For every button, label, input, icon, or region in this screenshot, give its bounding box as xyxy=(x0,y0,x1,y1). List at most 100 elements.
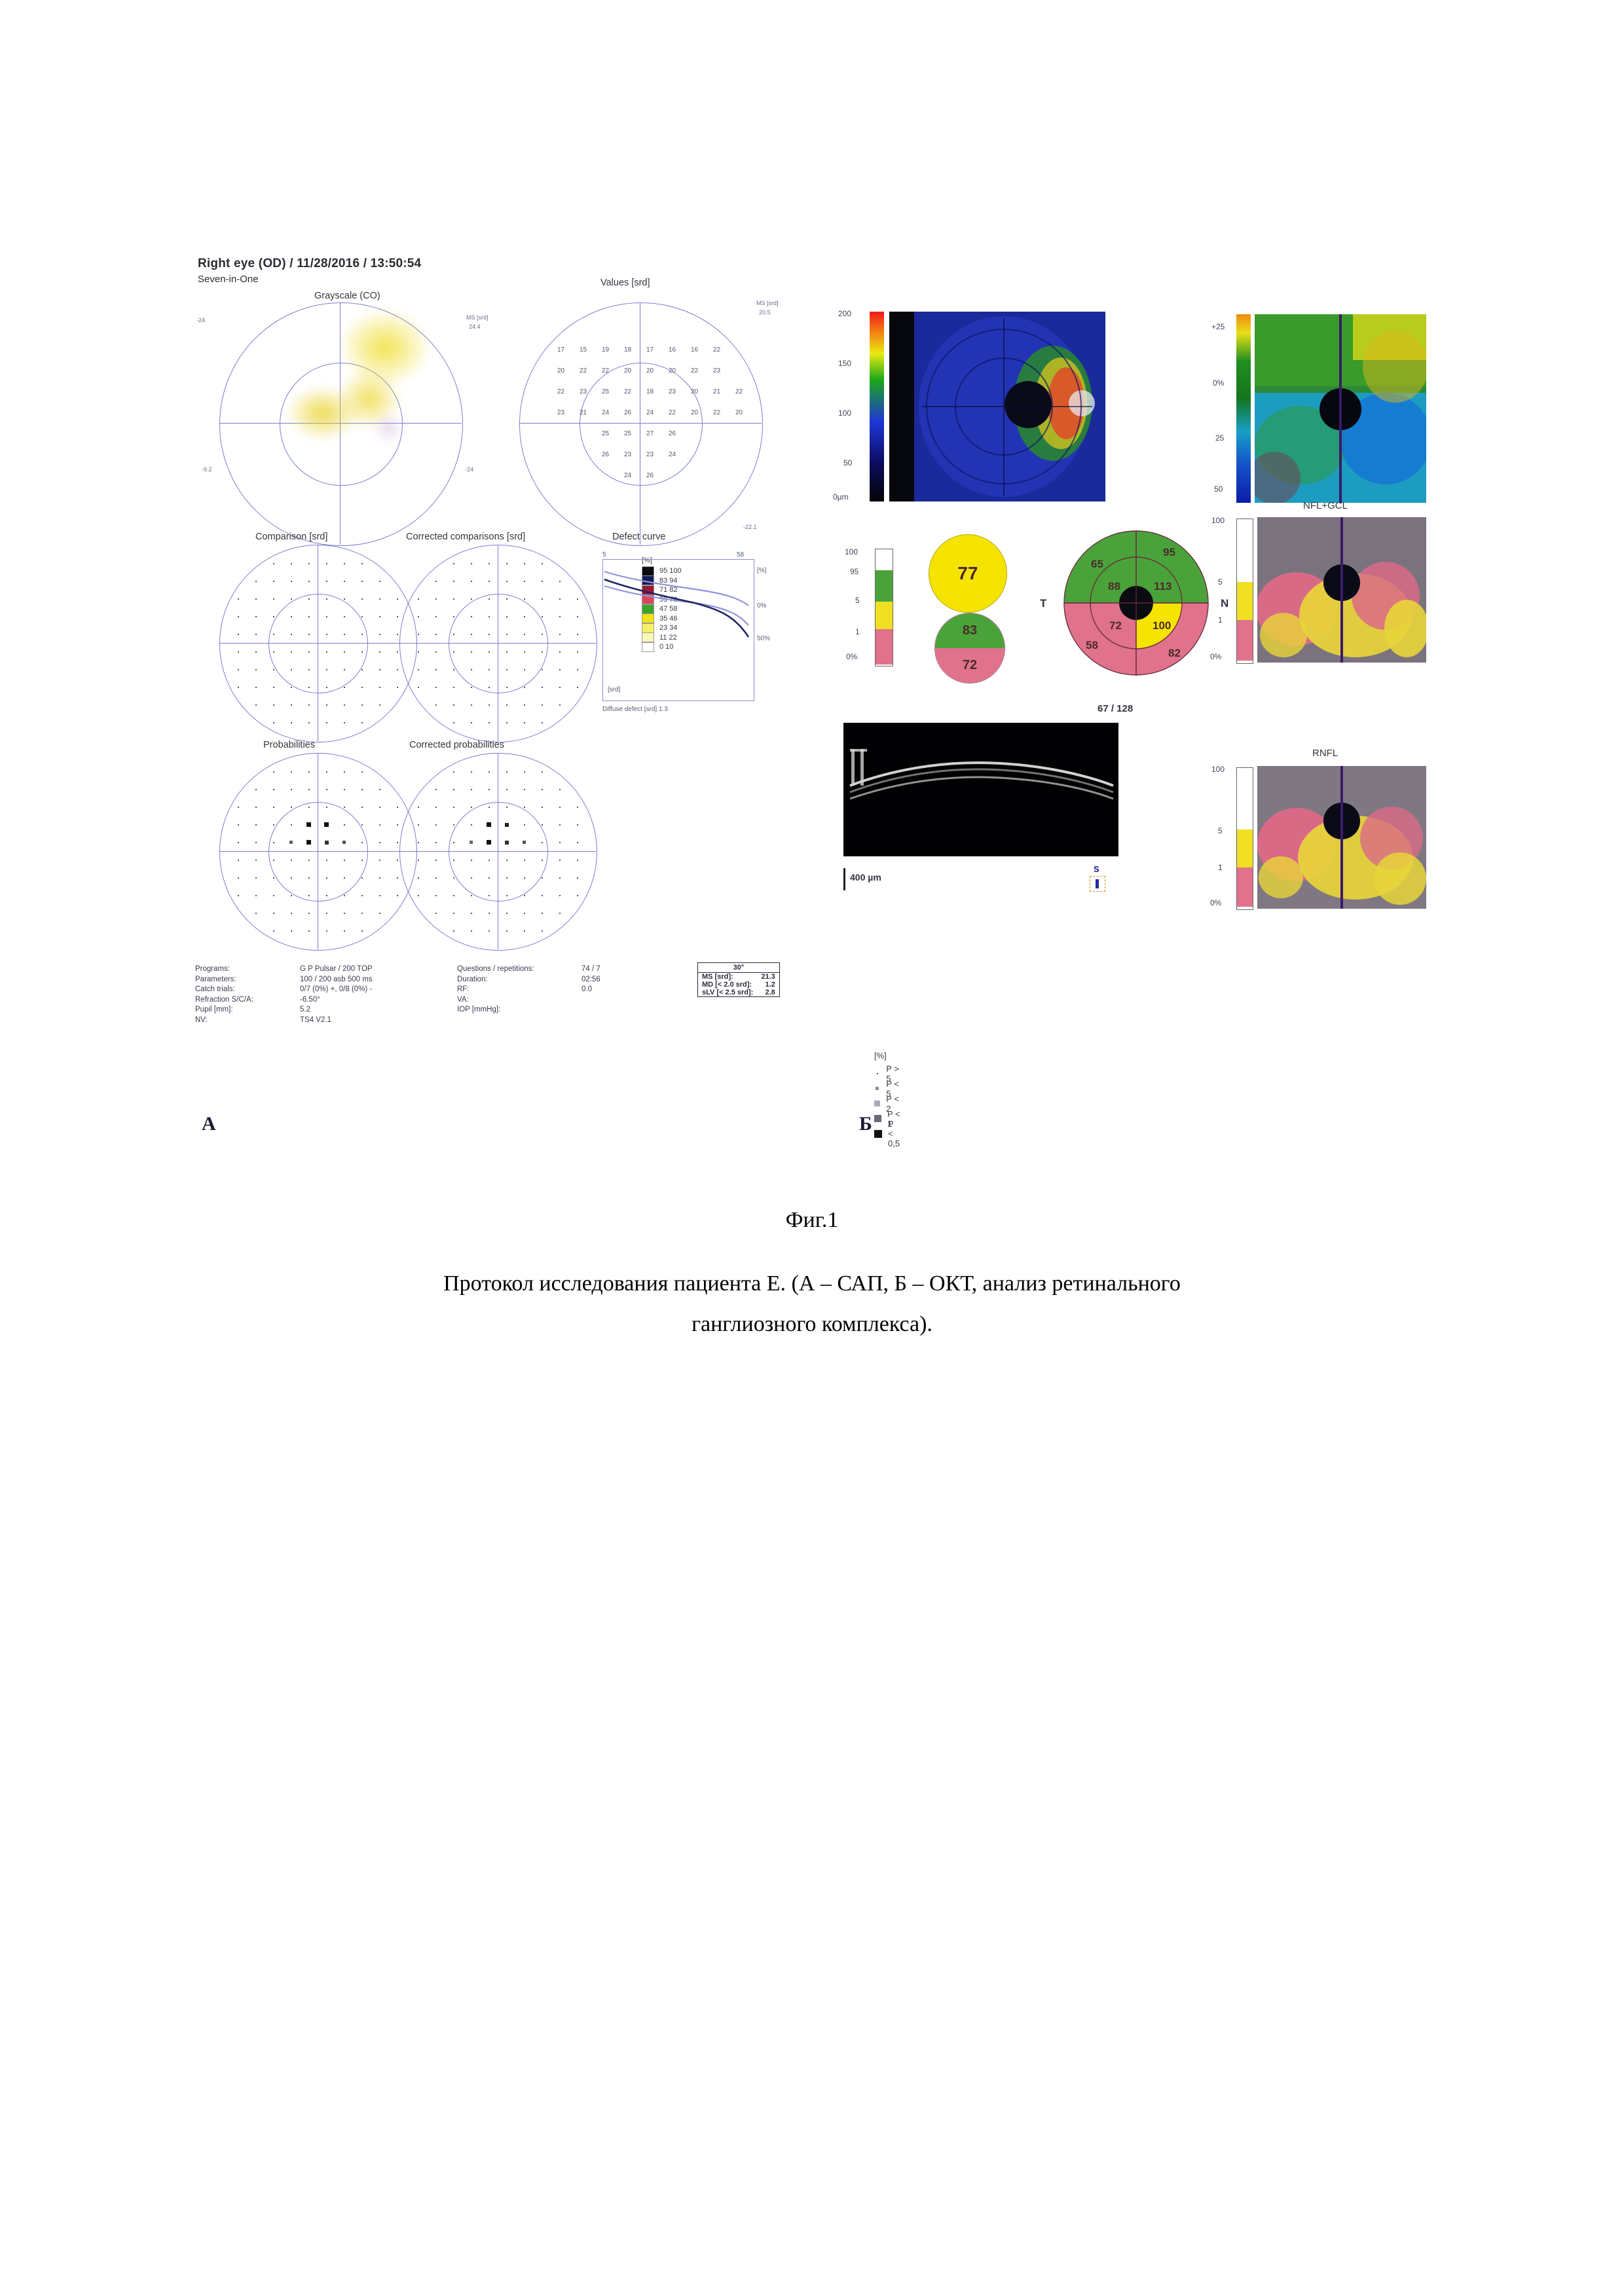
plot-point xyxy=(453,581,454,582)
plot-point xyxy=(506,704,507,706)
rnfl-label: RNFL xyxy=(1312,748,1338,759)
plot-point xyxy=(326,807,327,808)
plot-point xyxy=(397,616,398,617)
value-cell: 18 xyxy=(624,346,631,354)
plot-point xyxy=(397,634,398,635)
param-value: 100 / 200 asb 500 ms xyxy=(300,975,457,985)
plot-point xyxy=(453,722,454,723)
plot-point xyxy=(255,877,257,879)
plot-point xyxy=(308,771,310,773)
plot-point xyxy=(361,771,363,773)
values-ms-label: MS [srd] xyxy=(756,300,779,306)
gcc-overall-value: 77 xyxy=(929,535,1006,612)
param-value: TS4 V2.1 xyxy=(300,1015,457,1026)
percentile-tick-5: 5 xyxy=(855,596,860,605)
plot-point xyxy=(542,616,543,617)
thickness-tick-200: 200 xyxy=(838,309,851,318)
plot-point xyxy=(506,669,507,670)
plot-point xyxy=(506,722,507,723)
gcc-quadrant-n-label: N xyxy=(1221,597,1228,610)
plot-point xyxy=(379,616,380,617)
plot-point xyxy=(291,722,292,723)
plot-point xyxy=(379,651,380,653)
plot-point xyxy=(255,913,257,914)
rnfl-tick-1: 1 xyxy=(1218,863,1223,872)
plot-point xyxy=(291,669,292,670)
plot-point xyxy=(308,789,310,790)
plot-point xyxy=(273,895,274,896)
plot-point xyxy=(489,581,490,582)
plot-point xyxy=(453,771,454,773)
param-value: 0.0 xyxy=(581,985,607,995)
gcc-sector-value-outer-superior-nasal: 95 xyxy=(1163,546,1175,559)
plot-point xyxy=(255,704,257,706)
plot-point xyxy=(524,704,525,706)
rnfl-significance-bar xyxy=(1236,767,1253,910)
plot-point xyxy=(524,687,525,688)
plot-point xyxy=(291,581,292,582)
nflgcl-tick-1: 1 xyxy=(1218,615,1223,625)
probability-legend-label: P < 0,5 xyxy=(888,1119,900,1148)
plot-point xyxy=(471,722,472,723)
plot-point xyxy=(326,860,327,861)
deviation-colorbar xyxy=(1236,314,1251,503)
plot-point xyxy=(361,616,363,617)
param-value: G P Pulsar / 200 TOP xyxy=(300,964,457,975)
plot-point xyxy=(306,840,311,845)
plot-point xyxy=(361,877,363,879)
plot-point xyxy=(418,895,419,896)
plot-point xyxy=(326,877,327,879)
plot-point xyxy=(453,895,454,896)
plot-point xyxy=(418,616,419,617)
plot-point xyxy=(344,824,345,826)
plot-point xyxy=(344,581,345,582)
diffuse-defect-caption: Diffuse defect [srd] 1.3 xyxy=(602,706,668,713)
grayscale-defect-blob-3 xyxy=(288,388,358,439)
plot-point xyxy=(542,687,543,688)
plot-point xyxy=(238,807,239,808)
plot-point xyxy=(542,598,543,600)
grayscale-title: Grayscale (CO) xyxy=(314,291,380,301)
thickness-colorbar xyxy=(870,312,884,501)
plot-point xyxy=(524,771,525,773)
plot-point xyxy=(379,842,380,843)
plot-point xyxy=(489,789,490,790)
plot-point xyxy=(238,598,239,600)
percentile-tick-1: 1 xyxy=(855,627,860,636)
plot-point xyxy=(379,669,380,670)
values-title: Values [srd] xyxy=(600,278,650,288)
bscan-index-label: 67 / 128 xyxy=(1098,703,1133,714)
value-cell: 20 xyxy=(691,409,698,416)
plot-point xyxy=(453,824,454,826)
plot-point xyxy=(361,687,363,688)
gcc-sector-value-inner-inferior-nasal: 100 xyxy=(1153,619,1171,632)
thickness-tick-100: 100 xyxy=(838,409,851,418)
plot-point xyxy=(273,807,274,808)
plot-point xyxy=(453,634,454,635)
plot-point xyxy=(435,913,437,914)
plot-point xyxy=(524,634,525,635)
plot-point xyxy=(361,807,363,808)
plot-point xyxy=(326,563,327,564)
plot-point xyxy=(238,860,239,861)
plot-point xyxy=(453,877,454,879)
probability-legend-row: P < 0,5 xyxy=(874,1126,900,1141)
plot-point xyxy=(524,930,525,932)
param-value xyxy=(581,1005,607,1015)
plot-point xyxy=(506,563,507,564)
gcc-sector-value-outer-inferior-nasal: 82 xyxy=(1168,647,1181,660)
plot-point xyxy=(542,895,543,896)
plot-point xyxy=(289,841,293,844)
plot-point xyxy=(435,860,437,861)
value-cell: 22 xyxy=(713,346,720,354)
plot-point xyxy=(506,913,507,914)
plot-point xyxy=(542,789,543,790)
param-key: VA: xyxy=(457,995,581,1006)
value-cell: 24 xyxy=(624,472,631,479)
plot-point xyxy=(255,842,257,843)
param-key: NV: xyxy=(195,1015,300,1026)
value-cell: 24 xyxy=(669,451,676,458)
plot-point xyxy=(577,895,578,896)
corrected-comparisons-title: Corrected comparisons [srd] xyxy=(406,532,525,542)
thickness-map-svg xyxy=(889,312,1105,501)
